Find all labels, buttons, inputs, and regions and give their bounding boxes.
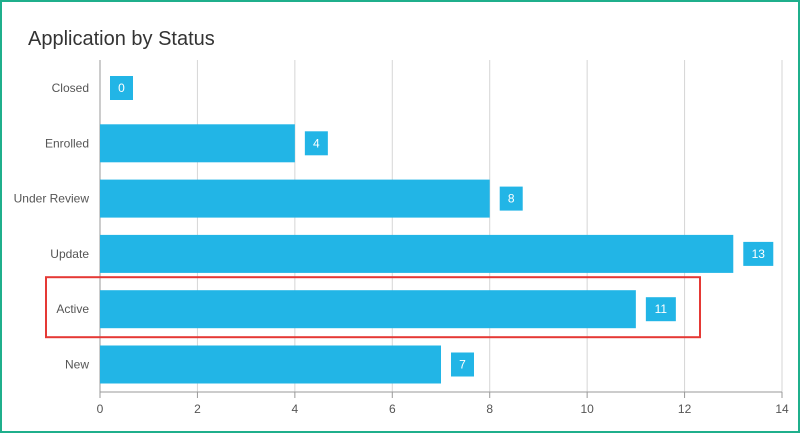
bar-enrolled[interactable] bbox=[100, 124, 295, 163]
category-label: New bbox=[65, 358, 89, 372]
data-label-box bbox=[110, 76, 133, 100]
data-label-box bbox=[304, 131, 328, 156]
grid-lines bbox=[99, 60, 783, 393]
data-label-box bbox=[743, 241, 774, 266]
x-tick-label: 12 bbox=[678, 402, 692, 416]
highlight-layer bbox=[45, 276, 701, 339]
highlight-box bbox=[45, 276, 701, 339]
x-tick-label: 6 bbox=[389, 402, 396, 416]
data-label: 4 bbox=[313, 136, 320, 150]
category-labels: Closed Enrolled Under Review Update Active Ne… bbox=[14, 81, 90, 372]
category-label: Under Review bbox=[14, 192, 90, 206]
data-label: 7 bbox=[459, 358, 466, 372]
data-label-box bbox=[645, 297, 676, 322]
chart-title: Application by Status bbox=[28, 28, 215, 50]
x-tick-label: 4 bbox=[292, 402, 299, 416]
category-label: Closed bbox=[52, 81, 89, 95]
bar-active[interactable] bbox=[100, 290, 636, 329]
bar-new[interactable] bbox=[100, 345, 441, 384]
data-label-box bbox=[499, 186, 523, 211]
data-label: 11 bbox=[655, 302, 668, 316]
x-tick-label: 0 bbox=[97, 402, 104, 416]
x-tick-label: 2 bbox=[194, 402, 201, 416]
data-label: 13 bbox=[752, 247, 766, 261]
category-label: Update bbox=[50, 247, 89, 261]
data-label-box bbox=[451, 352, 474, 377]
x-tick-label: 14 bbox=[775, 402, 789, 416]
x-axis-ticks: 0 2 4 6 8 10 12 14 bbox=[97, 392, 789, 416]
category-label: Active bbox=[56, 302, 89, 316]
data-label: 8 bbox=[508, 192, 515, 206]
x-tick-label: 8 bbox=[486, 402, 493, 416]
bar-under-review[interactable] bbox=[100, 179, 490, 218]
x-tick-label: 10 bbox=[580, 402, 594, 416]
bars: 0 4 8 13 11 7 bbox=[100, 76, 774, 384]
bar-update[interactable] bbox=[100, 234, 734, 273]
data-label: 0 bbox=[118, 81, 125, 95]
category-label: Enrolled bbox=[45, 136, 89, 150]
